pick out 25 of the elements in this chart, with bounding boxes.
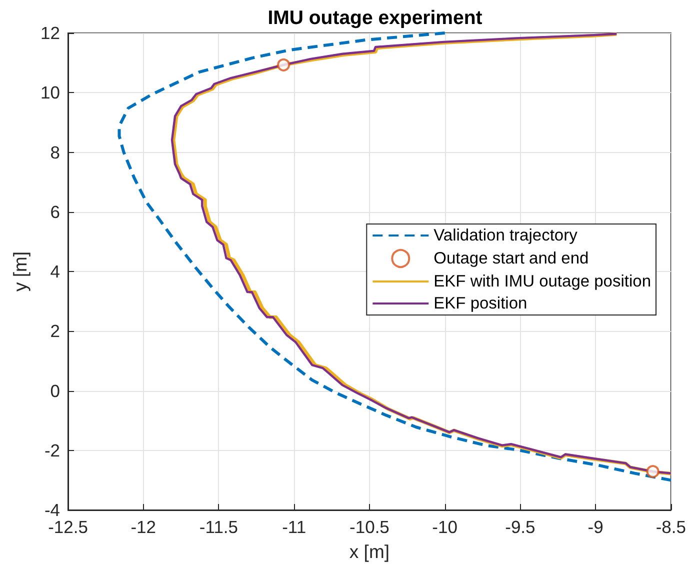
- y-tick-label: 12: [40, 23, 60, 43]
- x-tick-label: -9: [588, 517, 604, 537]
- x-tick-label: -12: [130, 517, 156, 537]
- y-tick-label: -4: [44, 500, 60, 520]
- x-tick-label: -10.5: [350, 517, 390, 537]
- x-tick-label: -11.5: [199, 517, 238, 537]
- y-tick-label: 4: [50, 262, 60, 282]
- x-tick-label: -9.5: [505, 517, 536, 537]
- x-axis-title: x [m]: [349, 541, 390, 562]
- legend-label: Outage start and end: [434, 250, 589, 268]
- y-axis-title: y [m]: [10, 251, 31, 292]
- y-tick-label: 2: [50, 321, 60, 342]
- y-tick-label: 0: [50, 380, 60, 401]
- y-tick-label: -2: [44, 440, 60, 460]
- x-tick-label: -12.5: [48, 517, 88, 537]
- y-tick-label: 6: [50, 202, 60, 222]
- legend-label: Validation trajectory: [434, 226, 578, 244]
- y-tick-label: 8: [50, 142, 60, 162]
- chart-title: IMU outage experiment: [268, 7, 483, 29]
- x-tick-label: -10: [432, 517, 458, 537]
- y-tick-label: 10: [40, 82, 60, 103]
- x-tick-label: -11: [282, 517, 306, 537]
- legend-label: EKF with IMU outage position: [434, 272, 652, 290]
- x-tick-label: -8.5: [656, 517, 686, 537]
- legend-label: EKF position: [434, 294, 528, 312]
